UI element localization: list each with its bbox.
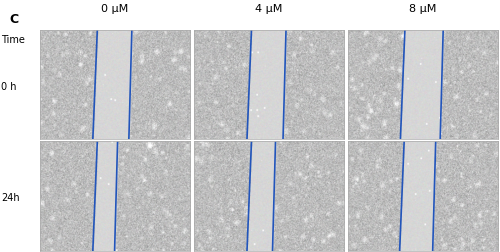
Text: 4 μM: 4 μM [255,4,282,14]
Text: 8 μM: 8 μM [409,4,436,14]
Text: 0 h: 0 h [1,82,16,92]
Text: 24h: 24h [1,194,20,203]
Text: Time: Time [1,35,25,45]
Text: 0 μM: 0 μM [101,4,128,14]
Text: C: C [10,13,18,26]
